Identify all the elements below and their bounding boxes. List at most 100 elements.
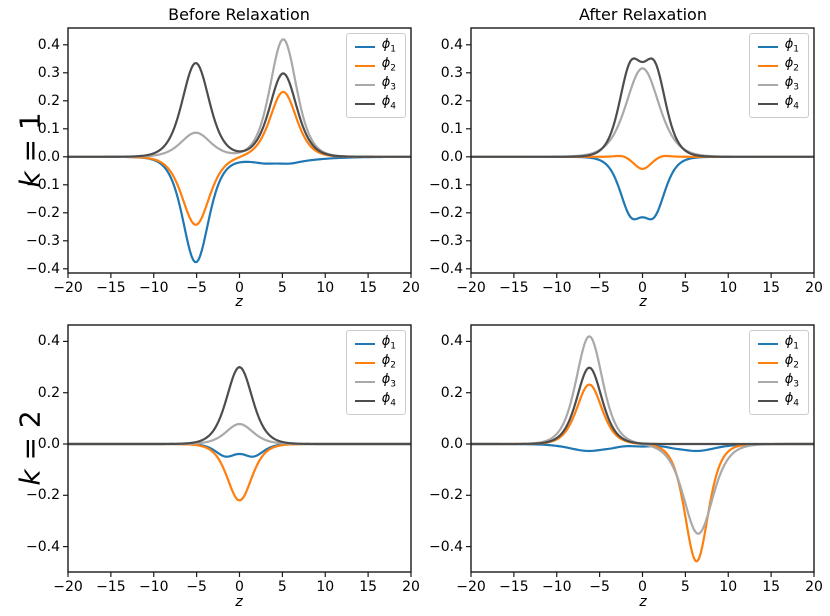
legend-item-phi_1: ϕ1 (757, 333, 799, 352)
y-tick-label: −0.4 (26, 260, 60, 277)
x-tick-label: −5 (186, 579, 207, 595)
legend-item-phi_3: ϕ3 (354, 74, 396, 93)
y-tick-label: −0.2 (26, 204, 60, 221)
x-tick-label: −15 (499, 280, 529, 296)
y-tick-label: 0.2 (37, 92, 60, 109)
x-tick-label: −20 (53, 280, 83, 296)
curve-phi_4-k2-after (471, 366, 814, 446)
legend-line-phi_4 (354, 103, 375, 105)
legend: ϕ1 ϕ2 ϕ3 ϕ4 (345, 33, 406, 118)
x-axis-label: z (639, 294, 647, 310)
x-tick-label: 20 (402, 579, 420, 595)
legend-item-phi_1: ϕ1 (354, 333, 396, 352)
legend-line-phi_3 (757, 381, 778, 383)
legend-label-phi_4: ϕ4 (784, 390, 799, 409)
y-tick-label: −0.3 (429, 232, 463, 249)
subplot-k2-after (466, 324, 815, 577)
y-tick-label: 0.0 (37, 436, 60, 452)
x-tick-label: −15 (499, 579, 529, 595)
x-tick-label: 15 (359, 280, 378, 296)
y-tick-label: 0.0 (440, 148, 463, 165)
legend-item-phi_2: ϕ2 (757, 55, 799, 74)
legend-line-phi_1 (354, 343, 375, 345)
curve-phi_3-k2-before (68, 422, 411, 446)
y-tick-label: 0.3 (440, 64, 463, 81)
y-tick-label: 0.4 (440, 36, 463, 53)
x-tick-label: 20 (402, 280, 420, 296)
y-tick-label: −0.4 (429, 260, 463, 277)
legend-item-phi_1: ϕ1 (354, 36, 396, 55)
y-tick-label: 0.1 (37, 120, 60, 137)
y-tick-label: −0.3 (26, 232, 60, 249)
x-tick-label: −20 (456, 280, 486, 296)
x-tick-label: −5 (589, 579, 610, 595)
x-tick-label: −10 (138, 579, 169, 595)
legend-label-phi_1: ϕ1 (784, 36, 799, 55)
y-tick-label: −0.1 (429, 176, 463, 193)
curve-phi_1-k1-after (471, 155, 814, 221)
x-tick-label: −20 (456, 579, 486, 595)
legend-item-phi_4: ϕ4 (757, 95, 799, 112)
y-tick-label: 0.0 (37, 148, 60, 165)
y-tick-label: 0.2 (440, 384, 463, 401)
y-tick-label: 0.0 (440, 436, 463, 452)
legend-line-phi_2 (354, 362, 375, 364)
y-tick-label: 0.3 (37, 64, 60, 81)
legend-label-phi_4: ϕ4 (381, 93, 396, 112)
subplot-title-before-relaxation: Before Relaxation (168, 5, 310, 24)
legend-item-phi_3: ϕ3 (757, 371, 799, 390)
y-tick-label: 0.2 (440, 92, 463, 109)
x-tick-label: 10 (719, 280, 738, 296)
legend-line-phi_3 (757, 84, 778, 86)
legend-line-phi_3 (354, 381, 375, 383)
legend-line-phi_2 (354, 65, 375, 67)
legend-label-phi_1: ϕ1 (381, 333, 396, 352)
x-tick-label: −5 (186, 280, 207, 296)
x-tick-label: 10 (316, 280, 335, 296)
x-tick-label: 5 (680, 579, 690, 595)
legend-line-phi_2 (757, 362, 778, 364)
subplot-title-after-relaxation: After Relaxation (579, 5, 707, 24)
subplot-k1-before (63, 27, 412, 278)
x-tick-label: 20 (805, 280, 823, 296)
y-tick-label: 0.4 (37, 36, 60, 53)
legend-line-phi_1 (757, 343, 778, 345)
legend-label-phi_3: ϕ3 (381, 74, 396, 93)
y-tick-label: −0.1 (26, 176, 60, 193)
legend-label-phi_4: ϕ4 (381, 390, 396, 409)
curve-phi_4-k1-before (68, 62, 411, 158)
legend-line-phi_1 (354, 46, 375, 48)
x-tick-label: 0 (638, 579, 647, 595)
legend-label-phi_2: ϕ2 (784, 55, 799, 74)
legend-label-phi_1: ϕ1 (784, 333, 799, 352)
x-tick-label: 5 (680, 280, 690, 296)
y-tick-label: 0.4 (440, 333, 463, 350)
legend-item-phi_2: ϕ2 (354, 354, 396, 371)
legend-line-phi_4 (757, 103, 778, 105)
x-tick-label: −5 (589, 280, 610, 296)
x-tick-label: 15 (359, 579, 378, 595)
curve-phi_1-k2-before (68, 442, 411, 458)
subplot-k1-after (466, 27, 815, 278)
legend-item-phi_4: ϕ4 (757, 390, 799, 409)
y-tick-label: −0.2 (429, 487, 463, 504)
legend-line-phi_2 (757, 65, 778, 67)
legend: ϕ1 ϕ2 ϕ3 ϕ4 (748, 33, 809, 118)
legend-label-phi_1: ϕ1 (381, 36, 396, 55)
x-tick-label: −20 (53, 579, 83, 595)
legend-label-phi_3: ϕ3 (784, 74, 799, 93)
legend-line-phi_4 (757, 400, 778, 402)
legend-item-phi_4: ϕ4 (354, 390, 396, 409)
x-tick-label: −15 (96, 579, 126, 595)
legend-label-phi_2: ϕ2 (381, 55, 396, 74)
axes-spines (67, 27, 412, 274)
legend-label-phi_2: ϕ2 (784, 352, 799, 371)
x-tick-label: −15 (96, 280, 126, 296)
x-tick-label: 0 (638, 280, 647, 296)
y-tick-label: 0.1 (440, 120, 463, 137)
legend-line-phi_4 (354, 400, 375, 402)
x-tick-label: 10 (719, 579, 738, 595)
legend-label-phi_3: ϕ3 (784, 371, 799, 390)
x-tick-label: −10 (541, 579, 572, 595)
